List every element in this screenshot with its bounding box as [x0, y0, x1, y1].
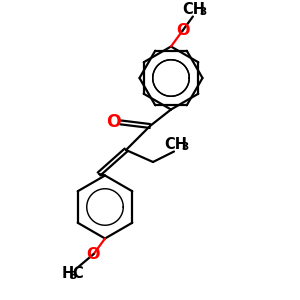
Text: O: O	[106, 113, 122, 131]
Text: O: O	[176, 23, 190, 38]
Text: 3: 3	[70, 271, 77, 281]
Text: C: C	[73, 266, 83, 281]
Text: CH: CH	[182, 2, 205, 17]
Text: CH: CH	[164, 137, 187, 152]
Text: 3: 3	[199, 7, 206, 17]
Text: 3: 3	[181, 142, 188, 152]
Text: H: H	[62, 266, 74, 281]
Text: O: O	[86, 247, 100, 262]
